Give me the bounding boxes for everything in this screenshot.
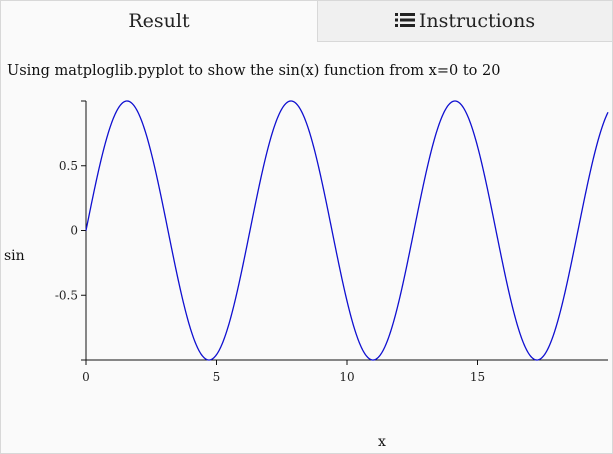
x-tick-label: 0	[82, 370, 90, 384]
tab-result[interactable]: Result	[1, 1, 318, 42]
series-line-sin	[85, 100, 609, 361]
y-axis-title: sin	[4, 248, 25, 264]
list-icon	[394, 13, 415, 27]
x-tick-label: 15	[470, 370, 485, 384]
tick-group: 0.5 0 -0.5 0 5 10 15	[55, 100, 485, 384]
tab-bar: Result Instructions	[1, 1, 612, 42]
y-tick-label: -0.5	[55, 288, 78, 302]
tab-instructions[interactable]: Instructions	[318, 1, 612, 41]
plot-caption: Using matploglib.pyplot to show the sin(…	[7, 63, 501, 79]
x-axis-title: x	[378, 434, 386, 450]
y-tick-label: 0	[70, 224, 78, 238]
plot-axes	[85, 101, 608, 361]
tab-instructions-label: Instructions	[418, 10, 536, 32]
x-tick-label: 10	[339, 370, 354, 384]
x-tick-label: 5	[213, 370, 221, 384]
tab-result-label: Result	[128, 10, 190, 32]
y-tick-label: 0.5	[59, 159, 78, 173]
